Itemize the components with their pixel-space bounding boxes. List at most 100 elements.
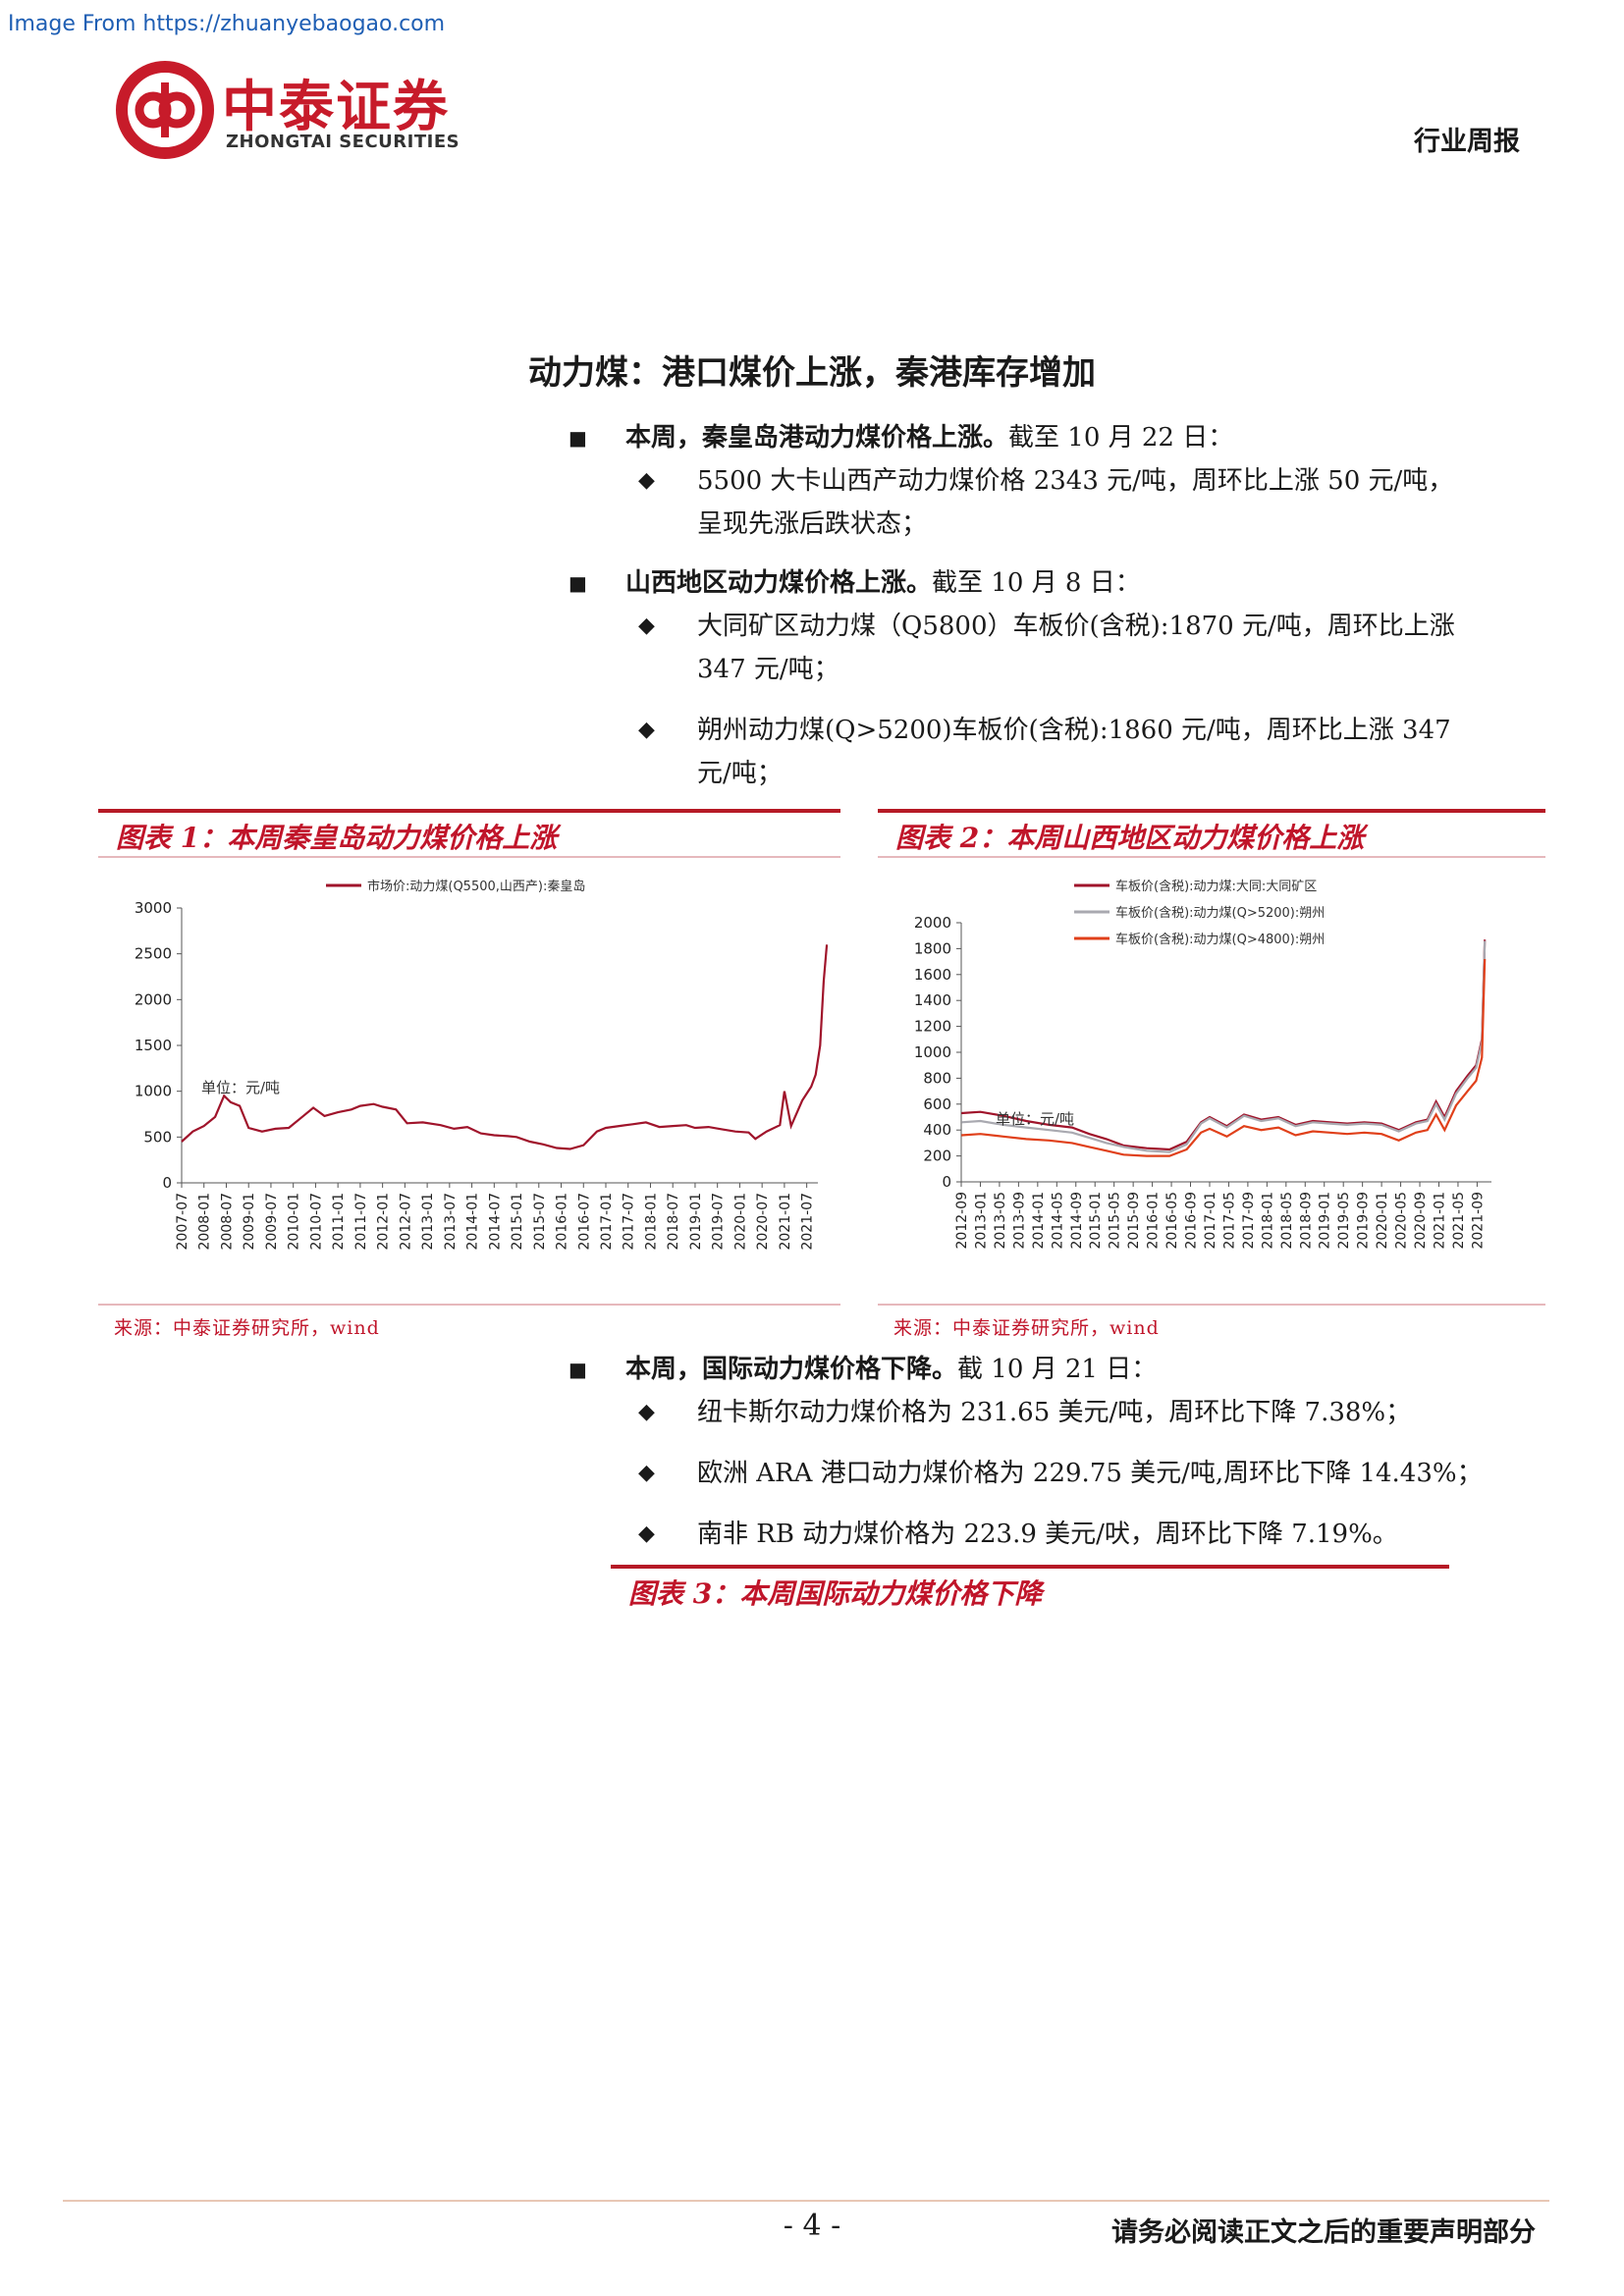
diamond-bullet-icon: ◆: [638, 1461, 655, 1485]
bullet-bold-text: 山西地区动力煤价格上涨。: [625, 568, 933, 598]
bullet-level2-continuation: 呈现先涨后跌状态；: [565, 503, 1546, 546]
x-tick-label: 2018-01: [1260, 1192, 1275, 1250]
bullet-item-text: 347 元/吨；: [697, 655, 839, 684]
bullet-bold-text: 本周，秦皇岛港动力煤价格上涨。: [625, 423, 1009, 453]
x-tick-label: 2012-07: [398, 1193, 413, 1251]
bullet-level2: ◆ 5500 大卡山西产动力煤价格 2343 元/吨，周环比上涨 50 元/吨，: [565, 459, 1546, 503]
x-tick-label: 2014-05: [1050, 1192, 1065, 1250]
bullet-item-text: 纽卡斯尔动力煤价格为 231.65 美元/吨，周环比下降 7.38%；: [697, 1398, 1412, 1427]
x-tick-label: 2007-07: [175, 1193, 190, 1251]
square-bullet-icon: ■: [568, 571, 587, 595]
x-tick-label: 2017-09: [1241, 1192, 1257, 1250]
x-tick-label: 2014-09: [1069, 1192, 1085, 1250]
x-tick-label: 2019-09: [1356, 1192, 1372, 1250]
bullet-bold-text: 本周，国际动力煤价格下降。: [625, 1355, 958, 1384]
y-tick-label: 500: [143, 1128, 172, 1146]
bullet-level2: ◆ 纽卡斯尔动力煤价格为 231.65 美元/吨，周环比下降 7.38%；: [565, 1391, 1546, 1434]
logo-text-en: ZHONGTAI SECURITIES: [226, 132, 460, 152]
bullet-text: 截至 10 月 8 日：: [932, 568, 1141, 598]
x-tick-label: 2014-07: [487, 1193, 503, 1251]
legend-label-2: 车板价(含税):动力煤(Q>5200):朔州: [1115, 905, 1325, 921]
x-tick-label: 2017-01: [599, 1193, 615, 1251]
x-tick-label: 2021-05: [1451, 1192, 1467, 1250]
bullet-item-text: 5500 大卡山西产动力煤价格 2343 元/吨，周环比上涨 50 元/吨，: [697, 466, 1454, 496]
x-tick-label: 2020-01: [732, 1193, 748, 1251]
diamond-bullet-icon: ◆: [638, 614, 655, 638]
x-tick-label: 2019-01: [1318, 1192, 1333, 1250]
figure-3: 图表 3：本周国际动力煤价格下降: [611, 1565, 1449, 1612]
x-tick-label: 2015-07: [532, 1193, 548, 1251]
x-tick-label: 2018-09: [1298, 1192, 1314, 1250]
x-tick-label: 2013-01: [973, 1192, 989, 1250]
x-tick-label: 2011-01: [331, 1193, 347, 1251]
x-tick-label: 2011-07: [353, 1193, 369, 1251]
y-tick-label: 0: [162, 1174, 172, 1192]
x-tick-label: 2014-01: [465, 1193, 481, 1251]
square-bullet-icon: ■: [568, 426, 587, 450]
bullet-level2-continuation: 元/吨；: [565, 752, 1546, 795]
figure-1-bottom-rule: [98, 1304, 840, 1306]
x-tick-label: 2021-01: [778, 1193, 793, 1251]
y-tick-label: 0: [942, 1173, 951, 1191]
x-tick-label: 2013-01: [420, 1193, 436, 1251]
y-tick-label: 1600: [914, 966, 951, 984]
diamond-bullet-icon: ◆: [638, 718, 655, 742]
series-line-2: [961, 940, 1487, 1153]
figure-2: 图表 2：本周山西地区动力煤价格上涨: [878, 809, 1545, 858]
x-tick-label: 2018-01: [643, 1193, 659, 1251]
x-tick-label: 2008-01: [197, 1193, 213, 1251]
x-tick-label: 2016-01: [1146, 1192, 1162, 1250]
bullet-level2: ◆ 南非 RB 动力煤价格为 223.9 美元/吠，周环比下降 7.19%。: [565, 1513, 1546, 1556]
x-tick-label: 2014-01: [1031, 1192, 1047, 1250]
unit-label: 单位：元/吨: [201, 1079, 280, 1096]
x-tick-label: 2016-05: [1164, 1192, 1180, 1250]
footer-disclaimer: 请务必阅读正文之后的重要声明部分: [1111, 2217, 1536, 2248]
series-line-1: [961, 939, 1487, 1151]
x-tick-label: 2015-01: [510, 1193, 525, 1251]
x-tick-label: 2020-09: [1413, 1192, 1429, 1250]
y-tick-label: 1000: [135, 1083, 172, 1100]
x-tick-label: 2019-07: [711, 1193, 727, 1251]
y-tick-label: 1200: [914, 1018, 951, 1036]
legend-label-1: 车板价(含税):动力煤:大同:大同矿区: [1115, 879, 1317, 894]
x-tick-label: 2017-01: [1203, 1192, 1218, 1250]
x-tick-label: 2020-01: [1375, 1192, 1390, 1250]
x-tick-label: 2019-05: [1336, 1192, 1352, 1250]
unit-label: 单位：元/吨: [996, 1110, 1074, 1128]
bullet-level1: ■ 山西地区动力煤价格上涨。截至 10 月 8 日：: [565, 561, 1546, 605]
x-tick-label: 2009-07: [264, 1193, 280, 1251]
x-tick-label: 2012-09: [954, 1192, 970, 1250]
figure-2-bottom-rule: [878, 1304, 1545, 1306]
y-tick-label: 2500: [135, 945, 172, 963]
x-tick-label: 2009-01: [242, 1193, 257, 1251]
x-tick-label: 2021-01: [1432, 1192, 1447, 1250]
watermark: Image From https://zhuanyebaogao.com: [8, 12, 446, 36]
bullet-block-qinhuangdao: ■ 本周，秦皇岛港动力煤价格上涨。截至 10 月 22 日： ◆ 5500 大卡…: [565, 416, 1546, 546]
figure-2-title: 图表 2：本周山西地区动力煤价格上涨: [895, 822, 1365, 854]
bullet-item-text: 朔州动力煤(Q>5200)车板价(含税):1860 元/吨，周环比上涨 347: [697, 716, 1451, 745]
x-tick-label: 2021-07: [800, 1193, 816, 1251]
legend-label-3: 车板价(含税):动力煤(Q>4800):朔州: [1115, 932, 1325, 947]
x-tick-label: 2016-09: [1184, 1192, 1200, 1250]
x-tick-label: 2012-01: [376, 1193, 392, 1251]
x-tick-label: 2018-05: [1279, 1192, 1295, 1250]
square-bullet-icon: ■: [568, 1358, 587, 1381]
legend-label-1: 市场价:动力煤(Q5500,山西产):秦皇岛: [367, 879, 585, 894]
bullet-level1: ■ 本周，秦皇岛港动力煤价格上涨。截至 10 月 22 日：: [565, 416, 1546, 459]
bullet-item-text: 呈现先涨后跌状态；: [697, 509, 928, 539]
document-type: 行业周报: [1414, 127, 1520, 157]
page-number: - 4 -: [783, 2209, 841, 2243]
x-tick-label: 2016-01: [555, 1193, 570, 1251]
y-tick-label: 1400: [914, 991, 951, 1009]
y-tick-label: 3000: [135, 899, 172, 917]
bullet-level2: ◆ 欧洲 ARA 港口动力煤价格为 229.75 美元/吨,周环比下降 14.4…: [565, 1452, 1546, 1495]
x-tick-label: 2021-09: [1470, 1192, 1486, 1250]
x-tick-label: 2015-01: [1088, 1192, 1104, 1250]
bullet-item-text: 大同矿区动力煤（Q5800）车板价(含税):1870 元/吨，周环比上涨: [697, 612, 1455, 641]
figure-1-source: 来源：中泰证券研究所，wind: [114, 1317, 380, 1339]
chart-axes: 0 200 400 600 800 1000 1200 1400 1600 1800 2000 201…: [914, 914, 1491, 1250]
diamond-bullet-icon: ◆: [638, 468, 655, 493]
series-line-1: [181, 944, 829, 1150]
bullet-item-text: 南非 RB 动力煤价格为 223.9 美元/吠，周环比下降 7.19%。: [697, 1520, 1398, 1549]
x-tick-label: 2017-05: [1221, 1192, 1237, 1250]
